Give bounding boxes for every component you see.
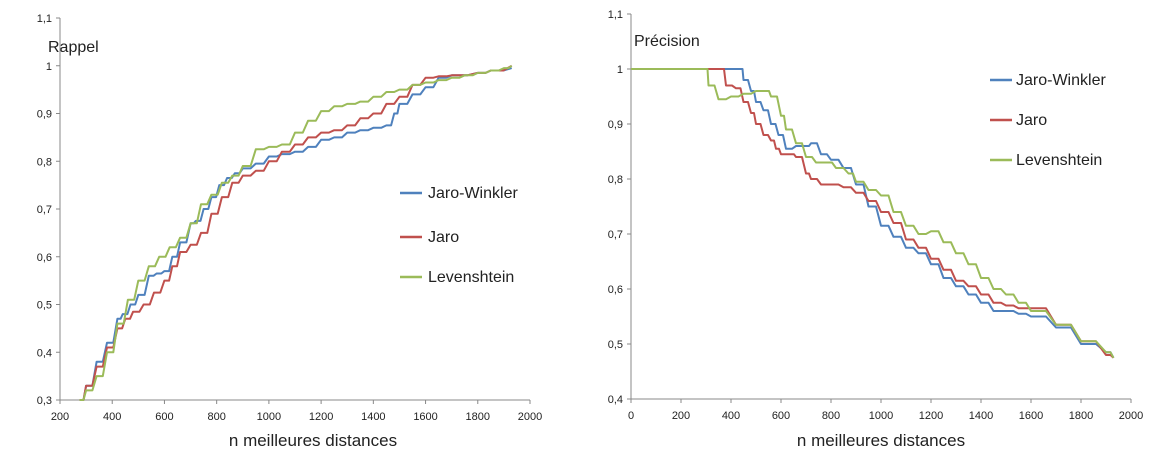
x-tick-label: 1400 <box>361 411 385 423</box>
x-tick-label: 1600 <box>413 411 437 423</box>
series-line-jaro-winkler <box>631 68 1115 359</box>
x-tick-label: 2000 <box>1119 410 1143 422</box>
legend-label: Jaro <box>428 229 459 246</box>
x-tick-label: 800 <box>822 410 840 422</box>
y-tick-label: 1,1 <box>608 9 623 21</box>
y-tick-label: 0,5 <box>608 339 623 351</box>
x-tick-label: 0 <box>628 410 634 422</box>
y-tick-label: 0,3 <box>37 395 52 407</box>
x-tick-label: 1800 <box>466 411 490 423</box>
series-line-levenshtein <box>631 68 1115 359</box>
x-tick-label: 1200 <box>309 411 333 423</box>
y-tick-label: 1 <box>46 61 52 73</box>
legend-label: Jaro-Winkler <box>428 185 518 202</box>
x-axis-label: n meilleures distances <box>229 431 397 450</box>
chart-title: Précision <box>634 33 700 50</box>
x-tick-label: 1000 <box>257 411 281 423</box>
series-line-jaro <box>631 68 1115 359</box>
x-tick-label: 1600 <box>1019 410 1043 422</box>
x-tick-label: 600 <box>155 411 173 423</box>
y-tick-label: 0,9 <box>608 119 623 131</box>
x-tick-label: 400 <box>722 410 740 422</box>
precision-chart: Précision n meilleures distances 0,4 0,5 0… <box>608 9 1144 450</box>
legend-label: Levenshtein <box>428 269 514 286</box>
x-tick-label: 1400 <box>969 410 993 422</box>
legend-label: Levenshtein <box>1016 152 1102 169</box>
y-tick-label: 1 <box>617 64 623 76</box>
x-tick-label: 200 <box>51 411 69 423</box>
x-tick-label: 400 <box>103 411 121 423</box>
x-axis-label: n meilleures distances <box>797 431 965 450</box>
x-tick-label: 1000 <box>869 410 893 422</box>
y-tick-label: 0,9 <box>37 109 52 121</box>
legend-label: Jaro <box>1016 112 1047 129</box>
y-tick-label: 0,8 <box>37 156 52 168</box>
rappel-chart: Rappel n meilleures distances 0,3 0,4 0,5 0… <box>37 13 543 450</box>
y-tick-label: 0,4 <box>37 347 52 359</box>
y-tick-label: 0,7 <box>608 229 623 241</box>
y-tick-label: 0,4 <box>608 394 623 406</box>
y-tick-label: 0,8 <box>608 174 623 186</box>
y-tick-label: 0,6 <box>37 252 52 264</box>
y-tick-label: 1,1 <box>37 13 52 25</box>
x-tick-label: 1800 <box>1069 410 1093 422</box>
x-tick-label: 600 <box>772 410 790 422</box>
x-tick-label: 800 <box>207 411 225 423</box>
y-tick-label: 0,5 <box>37 300 52 312</box>
x-tick-label: 2000 <box>518 411 542 423</box>
series-line-levenshtein <box>79 64 513 401</box>
y-tick-label: 0,7 <box>37 204 52 216</box>
x-tick-label: 200 <box>672 410 690 422</box>
legend-label: Jaro-Winkler <box>1016 72 1106 89</box>
y-tick-label: 0,6 <box>608 284 623 296</box>
x-tick-label: 1200 <box>919 410 943 422</box>
chart-title: Rappel <box>48 39 99 56</box>
